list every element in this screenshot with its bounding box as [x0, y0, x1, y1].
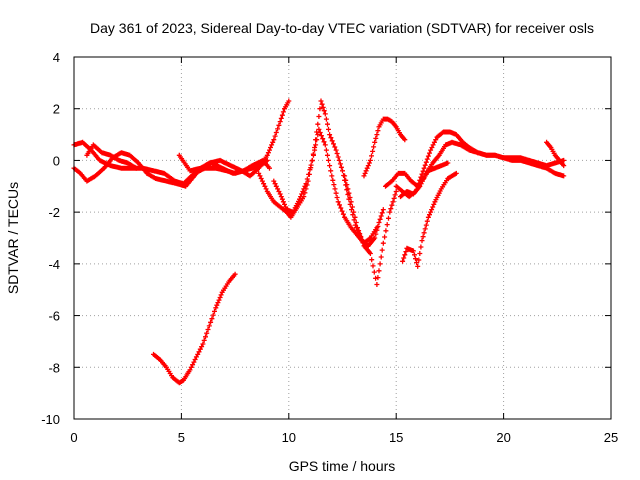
series-track-h: [342, 173, 399, 287]
data-markers: [71, 98, 567, 386]
series-track-n: [400, 170, 459, 269]
marker-trace: [544, 139, 567, 169]
x-tick-label: 15: [389, 430, 403, 445]
marker-trace: [361, 116, 408, 179]
y-tick-label: -6: [48, 309, 60, 324]
marker-trace: [84, 142, 139, 171]
y-tick-label: -4: [48, 257, 60, 272]
y-tick-label: 2: [53, 102, 60, 117]
y-tick-label: -10: [41, 412, 60, 427]
marker-trace: [393, 160, 451, 200]
x-tick-label: 0: [70, 430, 77, 445]
series-track-l: [544, 139, 567, 169]
y-tick-label: 0: [53, 153, 60, 168]
x-tick-label: 20: [496, 430, 510, 445]
marker-trace: [176, 152, 272, 176]
y-tick-label: -8: [48, 360, 60, 375]
series-track-m: [393, 160, 451, 200]
series-track-g: [271, 126, 380, 246]
chart-title: Day 361 of 2023, Sidereal Day-to-day VTE…: [90, 20, 594, 36]
x-tick-label: 10: [282, 430, 296, 445]
series-track-d: [84, 142, 139, 171]
marker-trace: [271, 126, 380, 246]
axis-ticks: 0 5 10 15 20 25 -10 -8 -6 -4 -2 0 2 4: [41, 50, 618, 445]
series-track-o: [151, 271, 238, 386]
marker-trace: [400, 170, 459, 269]
marker-trace: [151, 271, 238, 386]
marker-trace: [342, 173, 399, 287]
x-axis-label: GPS time / hours: [289, 458, 396, 474]
y-axis-label: SDTVAR / TECUs: [5, 182, 21, 294]
y-tick-label: -2: [48, 205, 60, 220]
series-track-e: [176, 152, 272, 176]
plot-frame: [73, 56, 612, 420]
series-track-i: [361, 116, 408, 179]
x-tick-label: 5: [178, 430, 185, 445]
x-tick-label: 25: [604, 430, 618, 445]
y-tick-label: 4: [53, 50, 60, 65]
